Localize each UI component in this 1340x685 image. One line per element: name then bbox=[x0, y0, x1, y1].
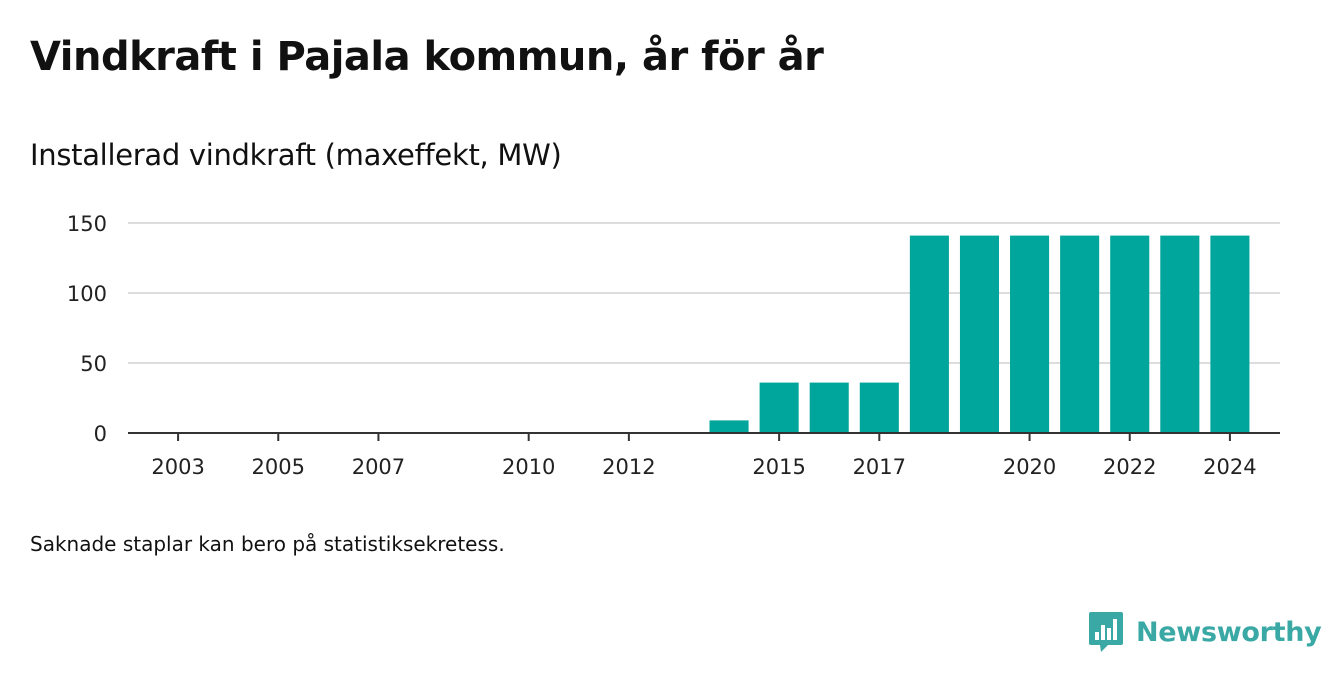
x-tick-label: 2005 bbox=[252, 455, 305, 479]
bar-2019 bbox=[959, 235, 1000, 433]
y-tick-label: 50 bbox=[80, 352, 107, 376]
chart-subtitle: Installerad vindkraft (maxeffekt, MW) bbox=[30, 138, 562, 172]
y-tick-label: 150 bbox=[67, 212, 107, 236]
bar-2014 bbox=[709, 420, 749, 433]
bar-2017 bbox=[859, 382, 899, 433]
bar-2021 bbox=[1060, 235, 1100, 433]
brand-name: Newsworthy bbox=[1136, 616, 1322, 648]
bar-2024 bbox=[1210, 235, 1250, 433]
newsworthy-logo-icon bbox=[1089, 612, 1123, 652]
gridlines bbox=[128, 222, 1280, 364]
bar-2023 bbox=[1160, 235, 1200, 433]
x-tick-labels: 2003 2005 2007 2010 2012 2015 2017 2020 2022 2024 bbox=[151, 433, 1257, 479]
x-tick-label: 2015 bbox=[752, 455, 805, 479]
x-tick-label: 2010 bbox=[502, 455, 555, 479]
x-tick-label: 2012 bbox=[602, 455, 655, 479]
x-tick-label: 2022 bbox=[1103, 455, 1156, 479]
brand[interactable]: Newsworthy bbox=[1088, 610, 1322, 654]
bar-2015 bbox=[759, 382, 799, 433]
y-tick-label: 100 bbox=[67, 282, 107, 306]
y-tick-labels: 0 50 100 150 bbox=[67, 212, 107, 446]
bars bbox=[709, 235, 1250, 433]
y-tick-label: 0 bbox=[94, 422, 107, 446]
chart-title: Vindkraft i Pajala kommun, år för år bbox=[30, 34, 824, 80]
x-tick-label: 2024 bbox=[1203, 455, 1256, 479]
bar-2018 bbox=[909, 235, 949, 433]
bar-2020 bbox=[1010, 235, 1050, 433]
x-tick-label: 2007 bbox=[352, 455, 405, 479]
x-tick-label: 2003 bbox=[151, 455, 204, 479]
bar-2022 bbox=[1110, 235, 1150, 433]
x-tick-label: 2020 bbox=[1003, 455, 1056, 479]
bar-2016 bbox=[809, 382, 849, 433]
footnote: Saknade staplar kan bero på statistiksek… bbox=[30, 532, 505, 556]
x-tick-label: 2017 bbox=[853, 455, 906, 479]
